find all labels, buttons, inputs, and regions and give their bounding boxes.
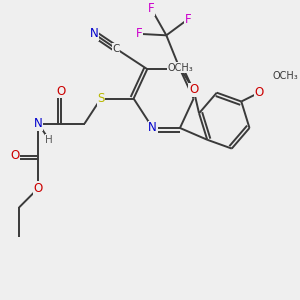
- Text: O: O: [57, 85, 66, 98]
- Text: OCH₃: OCH₃: [167, 63, 193, 73]
- Text: F: F: [136, 27, 142, 40]
- Text: C: C: [112, 44, 120, 54]
- Text: S: S: [97, 92, 105, 105]
- Text: N: N: [90, 27, 98, 40]
- Text: O: O: [189, 83, 198, 96]
- Text: F: F: [185, 13, 191, 26]
- Text: N: N: [34, 117, 43, 130]
- Text: OCH₃: OCH₃: [273, 71, 298, 82]
- Text: O: O: [254, 86, 264, 99]
- Text: O: O: [11, 149, 20, 162]
- Text: N: N: [148, 122, 157, 134]
- Text: H: H: [45, 135, 53, 145]
- Text: F: F: [148, 2, 155, 15]
- Text: O: O: [34, 182, 43, 195]
